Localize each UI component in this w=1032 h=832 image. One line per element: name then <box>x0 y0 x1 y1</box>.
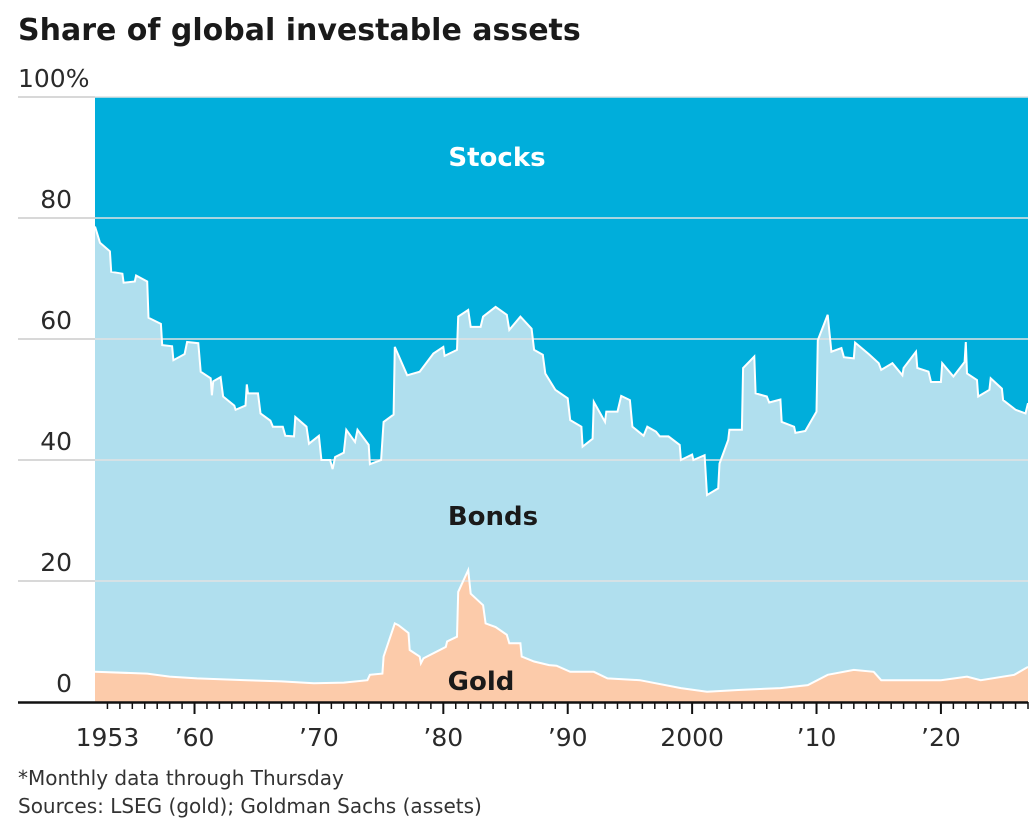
series-label-gold: Gold <box>448 667 515 697</box>
boundary-lines <box>94 226 1029 693</box>
x-tick-label: ’60 <box>175 723 215 752</box>
series-label-bonds: Bonds <box>448 502 538 532</box>
x-tick-label: ’20 <box>921 723 961 752</box>
footnote: *Monthly data through Thursday <box>18 766 344 790</box>
x-tick-label: 1953 <box>76 723 140 752</box>
chart-title: Share of global investable assets <box>18 13 581 48</box>
x-tick-label: ’70 <box>299 723 339 752</box>
y-axis: 100% 80 60 40 20 0 <box>18 64 89 698</box>
x-tick-label: 2000 <box>660 723 724 752</box>
gridlines <box>18 96 1028 582</box>
y-tick-label: 0 <box>56 669 72 698</box>
line-bonds-gold <box>94 566 1029 693</box>
area-bonds <box>95 226 1028 702</box>
y-tick-label: 40 <box>40 427 72 456</box>
x-axis: 1953 ’60 ’70 ’80 ’90 2000 ’10 ’20 <box>18 701 1029 752</box>
y-tick-label: 80 <box>40 185 72 214</box>
y-tick-label: 100% <box>18 64 89 93</box>
x-tick-label: ’80 <box>423 723 463 752</box>
area-gold <box>95 570 1028 702</box>
x-tick-label: ’10 <box>797 723 837 752</box>
plot-areas <box>95 97 1028 702</box>
x-tick-label: ’90 <box>548 723 588 752</box>
source-note: Sources: LSEG (gold); Goldman Sachs (ass… <box>18 794 482 818</box>
y-tick-label: 60 <box>40 306 72 335</box>
series-label-stocks: Stocks <box>448 143 545 173</box>
line-stocks-bonds <box>94 226 1029 497</box>
y-tick-label: 20 <box>40 548 72 577</box>
